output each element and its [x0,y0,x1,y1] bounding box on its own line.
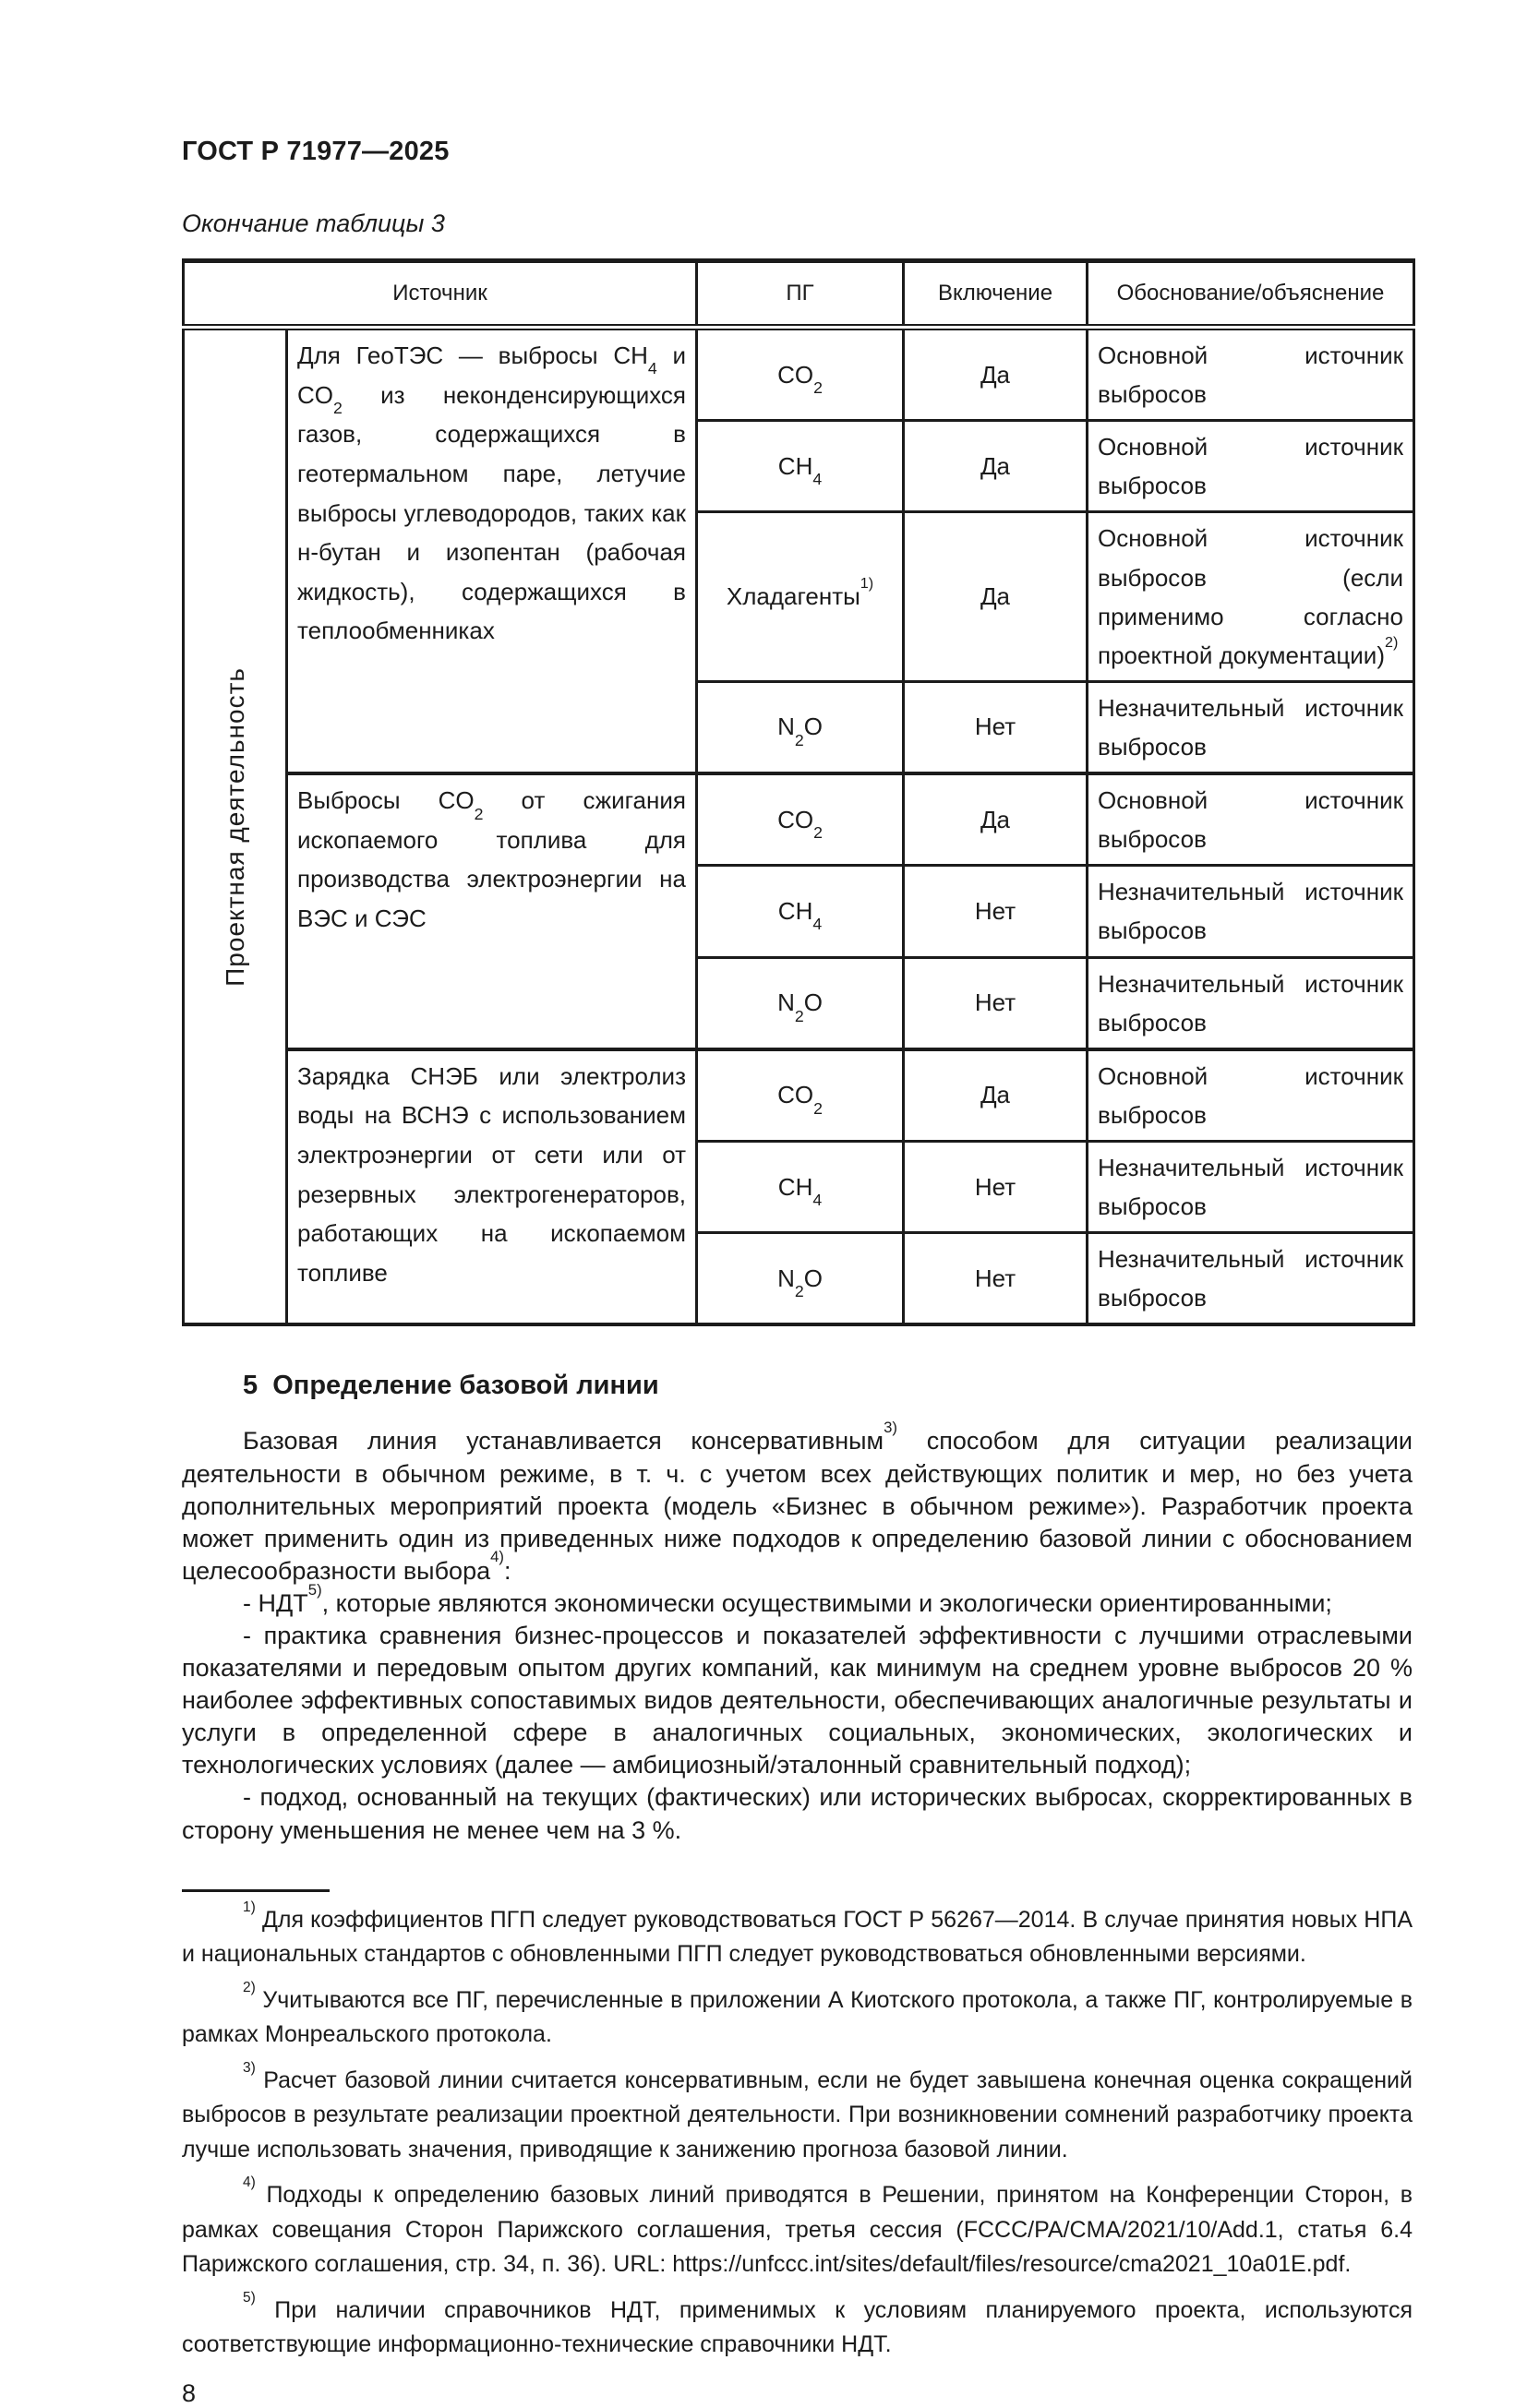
superscript: 4) [490,1548,504,1566]
subscript: 4 [812,470,823,489]
inclusion-cell: Да [902,419,1088,514]
table-row: CH4 Нет Незначительный источник выбросов [184,864,1415,959]
justification-cell: Незначительный источник выбросов [1086,679,1415,775]
footnote: 1) Для коэффициентов ПГП следует руковод… [182,1899,1413,1968]
paragraph: - подход, основанный на текущих (фактиче… [182,1783,1413,1844]
subscript: 2 [333,399,343,418]
superscript: 3) [884,1419,898,1437]
superscript: 2) [1384,634,1399,652]
justification-cell: Незначительный источник выбросов [1086,864,1415,959]
col-header-gas: ПГ [695,259,905,330]
gas-cell: N2O [695,679,905,775]
col-header-inclusion: Включение [902,259,1088,330]
subscript: 2 [813,1098,823,1118]
inclusion-cell: Нет [902,1139,1088,1235]
gas-cell: N2O [695,1231,905,1326]
table-row: Зарядка СНЭБ или электролиз воды на ВСНЭ… [184,1047,1415,1326]
section-heading: 5 Определение базовой линии [243,1371,659,1401]
footnotes-block: 1) Для коэффициентов ПГП следует руковод… [182,1888,1413,2363]
inclusion-cell: Да [902,1047,1088,1143]
gas-cell: CO2 [695,1047,905,1143]
justification-cell: Основной источник выбросов [1086,419,1415,514]
gas-cell: CH4 [695,864,905,959]
page-number: 8 [182,2378,197,2407]
subscript: 4 [647,359,657,378]
footnote-separator-rule [182,1888,330,1892]
doc-title: ГОСТ Р 71977—2025 [182,137,450,166]
inclusion-cell: Да [902,510,1088,683]
subscript: 2 [794,1006,804,1025]
source-cell: Выбросы CO2 от сжигания ископаемого топл… [285,772,698,1051]
footnote: 5) При наличии справочников НДТ, примени… [182,2289,1413,2358]
source-cell: Зарядка СНЭБ или электролиз воды на ВСНЭ… [285,1047,698,1326]
subscript: 2 [813,378,823,398]
superscript: 5) [307,1580,322,1599]
inclusion-cell: Да [902,772,1088,868]
justification-cell: Незначительный источник выбросов [1086,955,1415,1051]
table-body: Проектная деятельность Для ГеоТЭС — выбро… [182,325,1415,1326]
justification-cell: Основной источник выбросов [1086,772,1415,868]
table-row: N2O Нет Незначительный источник выбросов [184,1231,1415,1326]
justification-cell: Основной источник выбросов [1086,1047,1415,1143]
gas-cell: CH4 [695,1139,905,1235]
table-row: Проектная деятельность Для ГеоТЭС — выбро… [182,325,1415,1326]
footnotes-list: 1) Для коэффициентов ПГП следует руковод… [182,1899,1413,2363]
inclusion-cell: Нет [902,955,1088,1051]
justification-cell: Незначительный источник выбросов [1086,1231,1415,1326]
paragraph: - практика сравнения бизнес-процессов и … [182,1621,1413,1779]
table-row: CH4 Нет Незначительный источник выбросов [184,1139,1415,1235]
superscript: 1) [243,1899,256,1915]
footnote: 3) Расчет базовой линии считается консер… [182,2059,1413,2162]
table-caption: Окончание таблицы 3 [182,210,445,237]
justification-cell: Основной источник выбросов (если примени… [1086,510,1415,683]
table-row: Выбросы CO2 от сжигания ископаемого топл… [184,772,1415,1051]
justification-cell: Основной источник выбросов [1086,325,1415,423]
inclusion-cell: Нет [902,679,1088,775]
inclusion-cell: Нет [902,1231,1088,1326]
subscript: 4 [812,915,823,934]
superscript: 4) [243,2174,256,2191]
subscript: 2 [794,730,804,749]
section-body: Базовая линия устанавливается консервати… [182,1419,1413,1846]
gas-cell: CO2 [695,325,905,423]
col-header-source: Источник [182,259,698,330]
superscript: 5) [243,2289,256,2306]
superscript: 1) [860,575,874,593]
footnote: 4) Подходы к определению базовых линий п… [182,2174,1413,2278]
justification-cell: Незначительный источник выбросов [1086,1139,1415,1235]
paragraph: Базовая линия устанавливается консервати… [182,1419,1413,1585]
document-page: ГОСТ Р 71977—2025 Окончание таблицы 3 Ис… [182,137,1415,2407]
superscript: 2) [243,1979,256,1995]
gas-cell: Хладагенты1) [695,510,905,683]
row-group-label-cell: Проектная деятельность [182,326,288,1326]
emissions-sources-table: Источник ПГ Включение Обоснование/объясн… [182,258,1415,1327]
gas-cell: CO2 [695,772,905,868]
superscript: 3) [243,2059,256,2076]
subscript: 2 [813,823,823,843]
subscript: 2 [474,804,484,823]
table-row: CH4 Да Основной источник выбросов [184,419,1415,514]
table-row: N2O Нет Незначительный источник выбросов [184,679,1415,775]
table-row: Хладагенты1) Да Основной источник выбросов… [184,510,1415,683]
row-group-label: Проектная деятельность [220,666,249,987]
subscript: 4 [812,1191,823,1210]
gas-cell: N2O [695,955,905,1051]
source-cell: Для ГеоТЭС — выбросы CH4 и CO2 из неконд… [285,326,698,775]
col-header-justification: Обоснование/объяснение [1086,259,1415,330]
inclusion-cell: Нет [902,864,1088,959]
paragraph: - НДТ5), которые являются экономически о… [243,1580,1332,1617]
footnote: 2) Учитываются все ПГ, перечисленные в п… [182,1979,1413,2048]
subscript: 2 [794,1282,804,1301]
inclusion-cell: Да [902,325,1088,423]
table-header-row: Источник ПГ Включение Обоснование/объясн… [182,259,1415,330]
table-row: N2O Нет Незначительный источник выбросов [184,955,1415,1051]
gas-cell: CH4 [695,419,905,514]
